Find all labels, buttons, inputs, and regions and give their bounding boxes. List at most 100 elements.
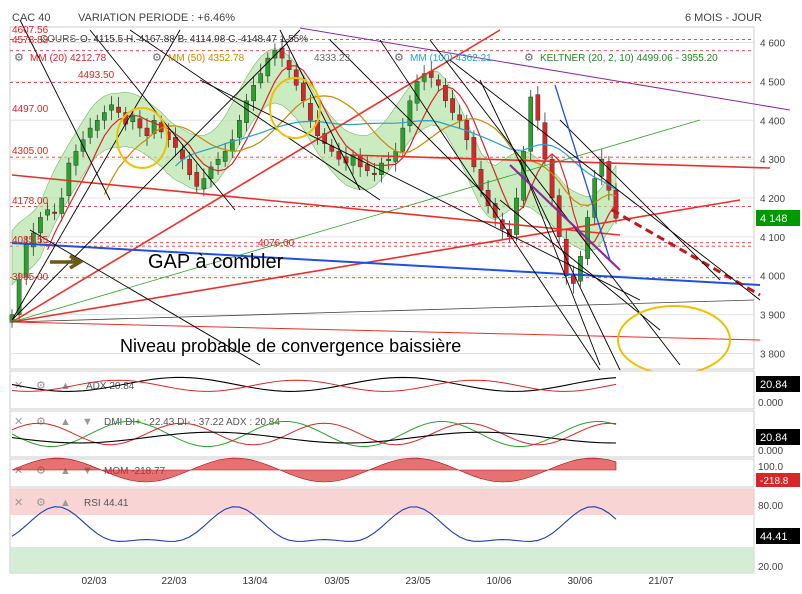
- arrow-up-icon[interactable]: ▲: [60, 416, 71, 428]
- gear-icon[interactable]: ⚙: [524, 52, 534, 64]
- candle: [16, 279, 22, 315]
- candle: [599, 158, 605, 177]
- adx-value: 20.84: [760, 379, 788, 391]
- gear-icon[interactable]: ⚙: [14, 52, 24, 64]
- x-tick-label: 30/06: [567, 576, 592, 587]
- x-tick-label: 23/05: [405, 576, 430, 587]
- trend-line: [429, 39, 681, 366]
- y-tick-label: 4 100: [760, 233, 785, 244]
- candle: [73, 151, 79, 166]
- candle: [272, 50, 278, 59]
- y-tick-label: 4 500: [760, 77, 785, 88]
- candle: [606, 161, 612, 191]
- gear-icon[interactable]: ⚙: [36, 497, 46, 509]
- candle: [59, 197, 65, 214]
- dmi-adx-line: [11, 431, 617, 444]
- candle: [87, 127, 93, 138]
- highlight-ellipse: [269, 77, 321, 139]
- rsi-line: [11, 506, 617, 542]
- adx-line-secondary: [11, 379, 617, 392]
- trend-line: [11, 199, 741, 323]
- trend-line: [199, 79, 641, 301]
- rsi-value-box: [756, 528, 800, 544]
- trend-line: [379, 39, 601, 371]
- candle: [364, 164, 370, 171]
- close-icon[interactable]: ✕: [14, 465, 23, 477]
- candle: [244, 100, 249, 123]
- level-label: 4607.56: [12, 25, 49, 36]
- dmi-legend: DMI DI+ : 22.43 DI- : 37.22 ADX : 20.84: [104, 417, 280, 428]
- x-tick-label: 22/03: [161, 576, 186, 587]
- x-tick-label: 10/06: [486, 576, 511, 587]
- close-icon[interactable]: ✕: [14, 497, 23, 509]
- trend-line: [559, 119, 721, 281]
- trend-line: [11, 29, 501, 323]
- gear-icon[interactable]: ⚙: [36, 465, 46, 477]
- candle: [258, 73, 264, 84]
- last-price-label: 4 148: [760, 213, 788, 225]
- candle: [499, 219, 505, 230]
- candle: [308, 102, 313, 121]
- trend-lines: [11, 19, 791, 371]
- dmi-plus-line: [11, 421, 617, 447]
- gear-icon[interactable]: ⚙: [152, 52, 162, 64]
- candle: [52, 211, 57, 214]
- candle: [386, 158, 391, 161]
- candle: [322, 133, 327, 144]
- trend-line: [509, 164, 621, 271]
- arrow-up-icon[interactable]: ▲: [60, 497, 71, 509]
- candle: [414, 81, 420, 104]
- arrow-up-icon[interactable]: ▲: [60, 465, 71, 477]
- gap-arrow-icon: [50, 254, 84, 270]
- dmi-value: 20.84: [760, 432, 788, 444]
- candle: [301, 82, 306, 102]
- close-icon[interactable]: ✕: [14, 416, 23, 428]
- arrow-down-icon[interactable]: ▼: [82, 465, 93, 477]
- gear-icon[interactable]: ⚙: [36, 416, 46, 428]
- candle: [578, 256, 583, 282]
- mom-top: 100.0: [758, 462, 783, 473]
- level-label: 4085.55: [12, 235, 49, 246]
- ohlc-text: O. 4115.5 H. 4167.88 B. 4114.98 C. 4148.…: [80, 34, 308, 45]
- moving-average: [175, 119, 617, 191]
- rsi-legend: RSI 44.41: [84, 498, 129, 509]
- candle: [400, 127, 406, 152]
- candle: [102, 112, 107, 121]
- level-label: 3995.00: [12, 272, 49, 283]
- candle: [535, 94, 541, 121]
- candle: [450, 98, 455, 113]
- gap-annotation: GAP à combler: [148, 251, 284, 273]
- candle: [436, 79, 441, 86]
- mid-value: 4333.23: [314, 53, 351, 64]
- y-axis: 4 600 4 500 4 400 4 300 4 200 4 100 4 000 3 900…: [760, 39, 785, 361]
- trend-line: [129, 29, 381, 201]
- candle: [237, 120, 242, 138]
- candle: [45, 209, 50, 216]
- last-price-box: [756, 210, 800, 226]
- candle: [30, 232, 36, 248]
- gear-icon[interactable]: ⚙: [394, 52, 404, 64]
- candle: [109, 104, 114, 111]
- arrow-down-icon[interactable]: ▼: [82, 416, 93, 428]
- dmi-zero: 0.000: [758, 446, 783, 457]
- candle: [556, 195, 562, 238]
- candle: [116, 106, 121, 113]
- x-tick-label: 03/05: [324, 576, 349, 587]
- y-tick-label: 4 000: [760, 272, 785, 283]
- y-tick-label: 3 900: [760, 311, 785, 322]
- arrow-up-icon[interactable]: ▲: [60, 380, 71, 392]
- dmi-value-box: [756, 429, 800, 445]
- candle: [265, 57, 271, 77]
- trend-line: [11, 321, 761, 341]
- candle: [173, 137, 178, 148]
- cours-label: COURS: [40, 34, 76, 45]
- candle: [38, 217, 43, 234]
- dmi-minus-line: [11, 422, 617, 446]
- rsi-oversold-zone: [10, 547, 754, 573]
- gear-icon[interactable]: ⚙: [36, 380, 46, 392]
- candle: [194, 172, 200, 187]
- adx-line: [11, 376, 617, 392]
- grid: [10, 39, 754, 354]
- candle: [457, 114, 463, 121]
